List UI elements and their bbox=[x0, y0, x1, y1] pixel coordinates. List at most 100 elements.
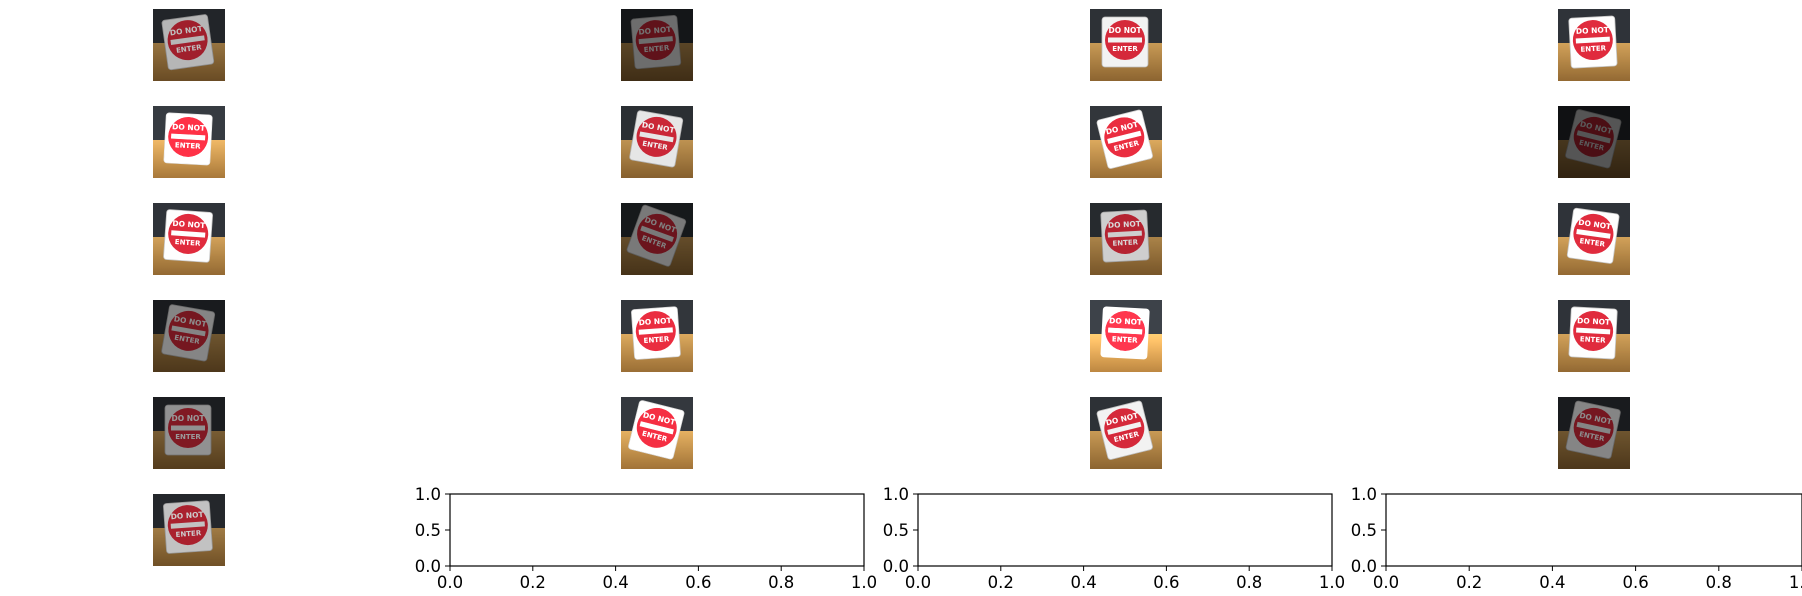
sign-text-top: DO NOT bbox=[1109, 316, 1143, 327]
sign-text-top: DO NOT bbox=[172, 219, 206, 230]
x-tick-label: 0.4 bbox=[1539, 573, 1565, 592]
do-not-enter-sign-image: DO NOT ENTER bbox=[621, 300, 693, 372]
sign-photo-thumbnail: DO NOT ENTER bbox=[153, 300, 225, 372]
empty-axes-1: 0.0 0.2 0.4 0.6 0.8 1.0 0.0 0.5 1.0 bbox=[415, 485, 877, 592]
sign-photo-thumbnail: DO NOT ENTER bbox=[1558, 203, 1630, 275]
do-not-enter-sign-image: DO NOT ENTER bbox=[1090, 9, 1162, 81]
sign-text-bottom: ENTER bbox=[175, 529, 202, 539]
sign-text-top: DO NOT bbox=[1576, 25, 1610, 36]
y-tick-label: 1.0 bbox=[883, 485, 909, 504]
do-not-enter-sign-image: DO NOT ENTER bbox=[153, 494, 225, 566]
do-not-enter-sign-image: DO NOT ENTER bbox=[1090, 300, 1162, 372]
sign-text-top: DO NOT bbox=[172, 414, 206, 423]
sign-photo-thumbnail: DO NOT ENTER bbox=[1558, 106, 1630, 178]
sign-text-bottom: ENTER bbox=[175, 141, 202, 150]
sign-photo-thumbnail: DO NOT ENTER bbox=[1090, 9, 1162, 81]
axes-frame bbox=[917, 493, 1333, 567]
x-tick-label: 0.2 bbox=[988, 573, 1014, 592]
sign-photo-thumbnail: DO NOT ENTER bbox=[153, 494, 225, 566]
x-tick-label: 0.6 bbox=[1153, 573, 1179, 592]
sign-text-top: DO NOT bbox=[1109, 26, 1143, 35]
sign-text-bottom: ENTER bbox=[1580, 44, 1607, 53]
do-not-enter-sign-image: DO NOT ENTER bbox=[1558, 300, 1630, 372]
y-tick-label: 0.5 bbox=[883, 521, 909, 540]
x-tick-label: 0.8 bbox=[768, 573, 794, 592]
y-tick-label: 0.0 bbox=[415, 557, 441, 576]
sign-photo-thumbnail: DO NOT ENTER bbox=[153, 203, 225, 275]
sign-text-top: DO NOT bbox=[172, 122, 206, 133]
sign-text-bottom: ENTER bbox=[175, 238, 202, 248]
sign-text-bottom: ENTER bbox=[643, 335, 670, 345]
x-tick-label: 1.0 bbox=[1789, 573, 1802, 592]
do-not-enter-sign-image: DO NOT ENTER bbox=[153, 397, 225, 469]
sign-text-bottom: ENTER bbox=[176, 43, 203, 55]
x-tick-label: 0.0 bbox=[437, 573, 463, 592]
do-not-enter-sign-image: DO NOT ENTER bbox=[153, 203, 225, 275]
sign-photo-thumbnail: DO NOT ENTER bbox=[1558, 9, 1630, 81]
sign-photo-thumbnail: DO NOT ENTER bbox=[1090, 397, 1162, 469]
sign-photo-thumbnail: DO NOT ENTER bbox=[621, 9, 693, 81]
sign-photo-thumbnail: DO NOT ENTER bbox=[1090, 300, 1162, 372]
axes-frame bbox=[1385, 493, 1802, 567]
x-tick-label: 0.2 bbox=[520, 573, 546, 592]
x-tick-label: 0.4 bbox=[602, 573, 628, 592]
y-tick-label: 0.0 bbox=[1351, 557, 1377, 576]
sign-photo-thumbnail: DO NOT ENTER bbox=[621, 397, 693, 469]
sign-photo-thumbnail: DO NOT ENTER bbox=[621, 203, 693, 275]
y-tick-label: 0.5 bbox=[1351, 521, 1377, 540]
do-not-enter-sign-image: DO NOT ENTER bbox=[1558, 9, 1630, 81]
x-tick-label: 0.6 bbox=[685, 573, 711, 592]
sign-photo-thumbnail: DO NOT ENTER bbox=[1558, 397, 1630, 469]
x-tick-label: 0.4 bbox=[1070, 573, 1096, 592]
sign-text-bottom: ENTER bbox=[1112, 335, 1139, 344]
empty-axes-2: 0.0 0.2 0.4 0.6 0.8 1.0 0.0 0.5 1.0 bbox=[883, 485, 1345, 592]
y-tick-label: 1.0 bbox=[1351, 485, 1377, 504]
y-tick-label: 0.5 bbox=[415, 521, 441, 540]
do-not-enter-sign-image: DO NOT ENTER bbox=[153, 106, 225, 178]
sign-text-top: DO NOT bbox=[170, 510, 204, 521]
sign-photo-thumbnail: DO NOT ENTER bbox=[153, 9, 225, 81]
sign-text-bottom: ENTER bbox=[1112, 45, 1138, 53]
sign-text-top: DO NOT bbox=[638, 316, 672, 327]
sign-text-top: DO NOT bbox=[1577, 316, 1611, 327]
sign-photo-thumbnail: DO NOT ENTER bbox=[621, 300, 693, 372]
sign-photo-thumbnail: DO NOT ENTER bbox=[1558, 300, 1630, 372]
x-tick-label: 0.0 bbox=[1373, 573, 1399, 592]
x-tick-label: 1.0 bbox=[1319, 573, 1345, 592]
sign-text-bottom: ENTER bbox=[1580, 335, 1607, 344]
sign-photo-thumbnail: DO NOT ENTER bbox=[1090, 203, 1162, 275]
sign-text-bottom: ENTER bbox=[643, 44, 670, 54]
do-not-enter-sign-image: DO NOT ENTER bbox=[621, 9, 693, 81]
sign-text-bottom: ENTER bbox=[1579, 237, 1606, 249]
x-tick-label: 1.0 bbox=[851, 573, 877, 592]
sign-photo-thumbnail: DO NOT ENTER bbox=[153, 397, 225, 469]
x-tick-label: 0.8 bbox=[1236, 573, 1262, 592]
sign-text-bottom: ENTER bbox=[1112, 238, 1139, 247]
y-tick-label: 1.0 bbox=[415, 485, 441, 504]
x-tick-label: 0.2 bbox=[1456, 573, 1482, 592]
x-tick-label: 0.8 bbox=[1706, 573, 1732, 592]
x-tick-label: 0.6 bbox=[1622, 573, 1648, 592]
sign-text-top: DO NOT bbox=[638, 25, 673, 37]
sign-photo-thumbnail: DO NOT ENTER bbox=[621, 106, 693, 178]
empty-axes-3: 0.0 0.2 0.4 0.6 0.8 1.0 0.0 0.5 1.0 bbox=[1351, 485, 1802, 592]
x-tick-label: 0.0 bbox=[905, 573, 931, 592]
axes-frame bbox=[449, 493, 865, 567]
y-tick-label: 0.0 bbox=[883, 557, 909, 576]
sign-photo-thumbnail: DO NOT ENTER bbox=[153, 106, 225, 178]
sign-photo-thumbnail: DO NOT ENTER bbox=[1090, 106, 1162, 178]
sign-text-bottom: ENTER bbox=[175, 433, 201, 441]
